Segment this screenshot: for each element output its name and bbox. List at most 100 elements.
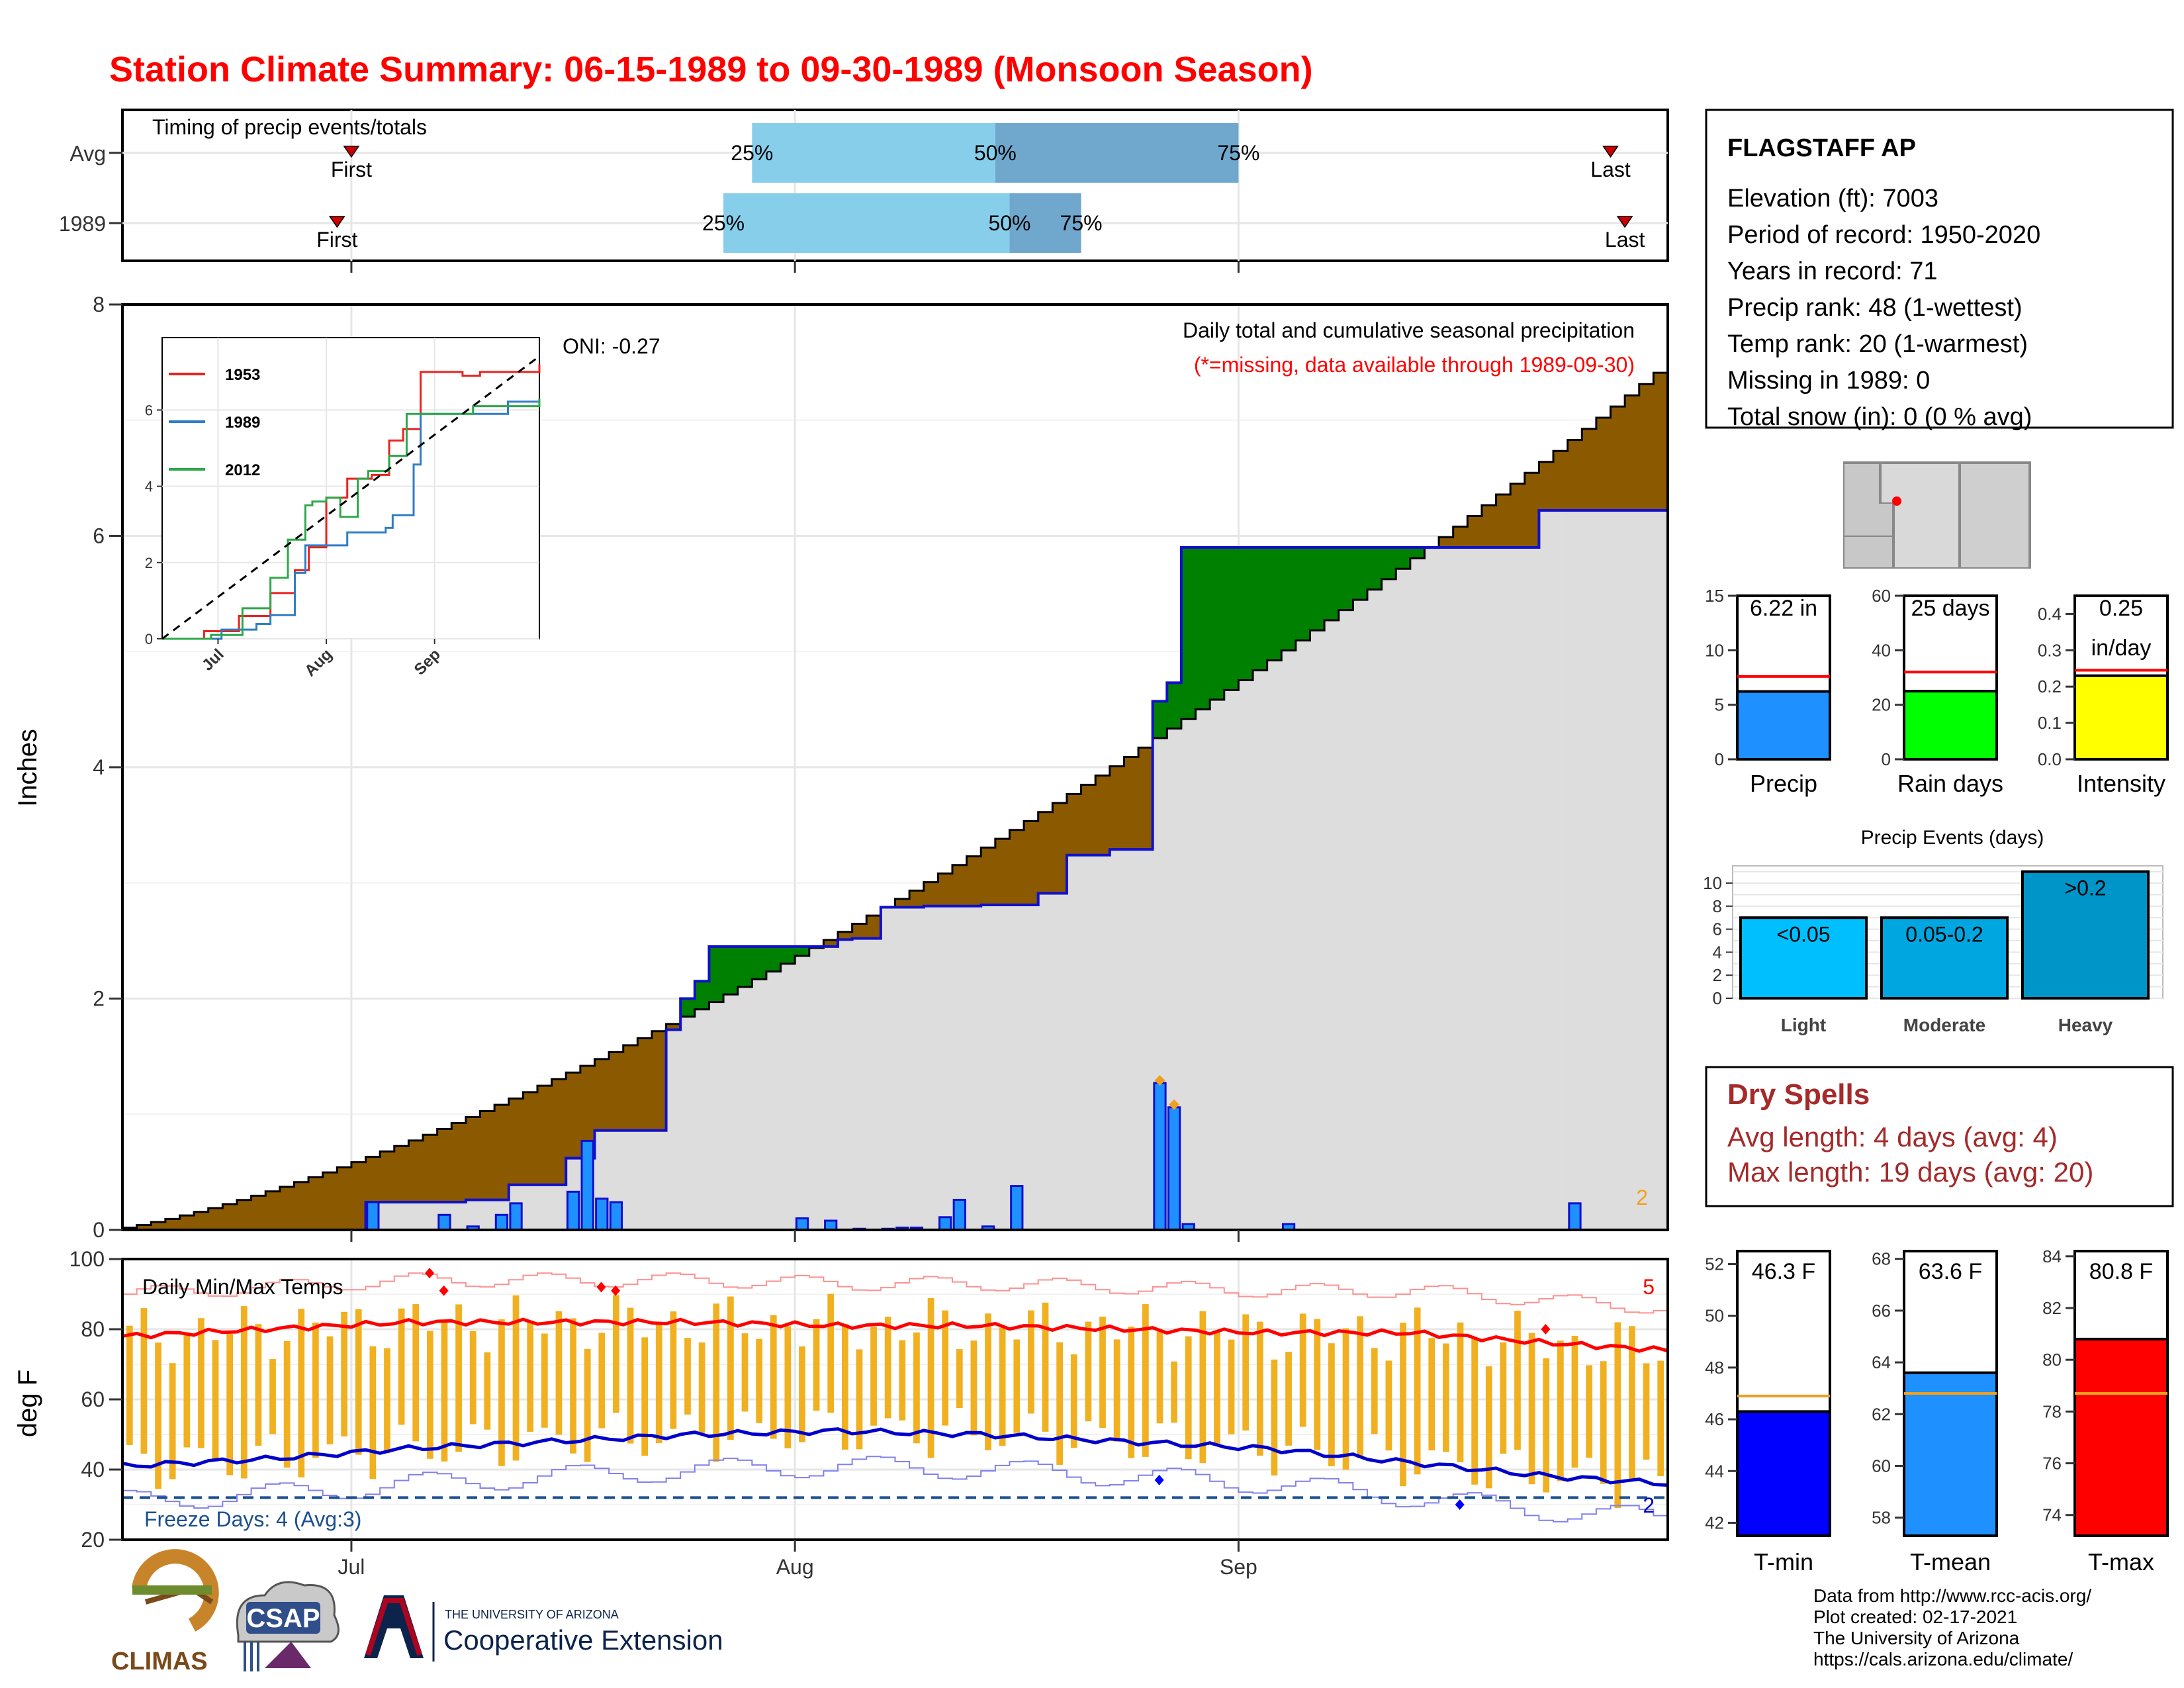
deficit-area [451,1123,467,1203]
avg-cumulative-area [1481,547,1497,1230]
climas-logo: CLIMAS [111,1549,219,1675]
daily-temp-bar [813,1319,820,1411]
temp-ytick-label: 40 [81,1458,105,1481]
daily-precip-bar [1167,1106,1181,1231]
daily-temp-bar [1528,1333,1535,1485]
events-ytick-label: 6 [1713,919,1722,939]
timing-pct-label: 75% [1060,211,1103,235]
record-low-count: 2 [1643,1493,1655,1517]
daily-precip-bar [609,1201,623,1231]
deficit-area [895,899,910,908]
deficit-area [494,1104,510,1200]
surplus-area [723,946,739,995]
daily-temp-bar [1629,1326,1635,1481]
daily-temp-bar [1328,1343,1335,1467]
temp-summary-bars: 46.3 F T-min 42 44 46 48 50 52 63.6 F T-mean 58 60 6… [1705,1246,2169,1575]
avg-cumulative-area [1539,510,1554,1231]
temp-summary-ytick-label: 62 [1872,1404,1891,1424]
daily-temp-bar [1543,1358,1550,1493]
avg-cumulative-area [1324,620,1340,1230]
daily-temp-bar [412,1304,420,1442]
daily-temp-bar [841,1323,848,1450]
temp-summary-ytick-label: 84 [2042,1246,2062,1266]
surplus-area [1181,547,1197,720]
freeze-days-label: Freeze Days: 4 (Avg:3) [144,1507,361,1531]
daily-temp-bar [942,1310,949,1426]
daily-temp-bar [1514,1311,1521,1450]
avg-cumulative-area [1138,849,1154,1230]
avg-cumulative-area [408,1202,424,1230]
avg-cumulative-area [966,906,981,1230]
events-ytick-label: 8 [1713,896,1722,916]
daily-temp-bar [1099,1316,1106,1429]
deficit-area [909,890,925,908]
station-info-box: FLAGSTAFF AP Elevation (ft): 7003 Period … [1705,109,2174,431]
daily-temp-bar [1056,1342,1063,1465]
avg-cumulative-area [1338,610,1353,1230]
avg-cumulative-area [1524,547,1540,1230]
footer-credit-line: https://cals.arizona.edu/climate/ [1813,1649,2073,1669]
dry-spells-title: Dry Spells [1727,1078,1870,1111]
avg-cumulative-area [823,946,839,1230]
page-title: Station Climate Summary: 06-15-1989 to 0… [109,50,1313,89]
avg-cumulative-area [995,904,1011,1230]
events-ytick-label: 10 [1703,873,1722,893]
deficit-area [923,882,938,906]
temp-summary-bar-2 [2073,1337,2169,1537]
timing-pct-label: 50% [988,211,1030,235]
summary-bar-label: Rain days [1897,770,2003,797]
deficit-area [1610,406,1625,511]
daily-temp-bar [1156,1331,1163,1424]
temp-summary-ytick-label: 68 [1872,1249,1891,1269]
avg-cumulative-area [1081,855,1096,1230]
deficit-area [1639,384,1654,511]
daily-temp-bar [584,1348,591,1462]
daily-temp-bar [727,1296,734,1440]
daily-temp-bar [1128,1327,1135,1458]
timing-label: Timing of precip events/totals [152,115,427,139]
temp-summary-bar-0 [1736,1410,1831,1537]
temp-summary-ytick-label: 42 [1705,1513,1724,1532]
avg-cumulative-area [766,971,782,1230]
inset-ytick-label: 4 [145,479,153,495]
deficit-area [566,1072,581,1158]
daily-temp-bar [1285,1352,1292,1446]
daily-temp-bar [384,1348,390,1454]
deficit-area [966,856,981,906]
inset-series-line-2012 [162,399,541,640]
avg-cumulative-area [1024,904,1039,1230]
deficit-area [981,847,996,905]
avg-cumulative-area [795,956,810,1230]
daily-temp-bar [1428,1338,1435,1451]
daily-precip-bar [795,1217,809,1231]
avg-cumulative-area [1653,510,1668,1231]
surplus-area [752,946,767,980]
deficit-area [1453,526,1468,547]
last-event-marker [1602,146,1619,158]
avg-cumulative-area [1181,719,1197,1230]
summary-ytick-label: 15 [1705,586,1724,606]
avg-tmax-line [122,1317,1668,1353]
surplus-area [1224,547,1239,690]
deficit-area [465,1117,481,1200]
summary-bar-value: 0.25 [2099,596,2143,621]
daily-temp-bar [1242,1314,1250,1431]
deficit-area [1052,803,1068,894]
daily-temp-bar [684,1338,691,1415]
summary-ytick-label: 0.1 [2038,713,2062,733]
daily-temp-bar [713,1303,720,1462]
deficit-area [222,1204,238,1230]
precip-events-title: Precip Events (days) [1861,827,2044,849]
avg-cumulative-area [1410,558,1426,1230]
deficit-area [1109,766,1125,850]
deficit-area [408,1140,424,1203]
precip-ylabel: Inches [13,729,42,807]
avg-cumulative-area [737,986,752,1230]
temp-summary-ytick-label: 78 [2042,1401,2062,1421]
record-high-envelope [122,1272,1668,1314]
deficit-area [136,1225,152,1230]
daily-temp-bar [1614,1322,1621,1509]
timing-pct-label: 25% [731,141,773,165]
station-info-line: Elevation (ft): 7003 [1727,185,1938,212]
